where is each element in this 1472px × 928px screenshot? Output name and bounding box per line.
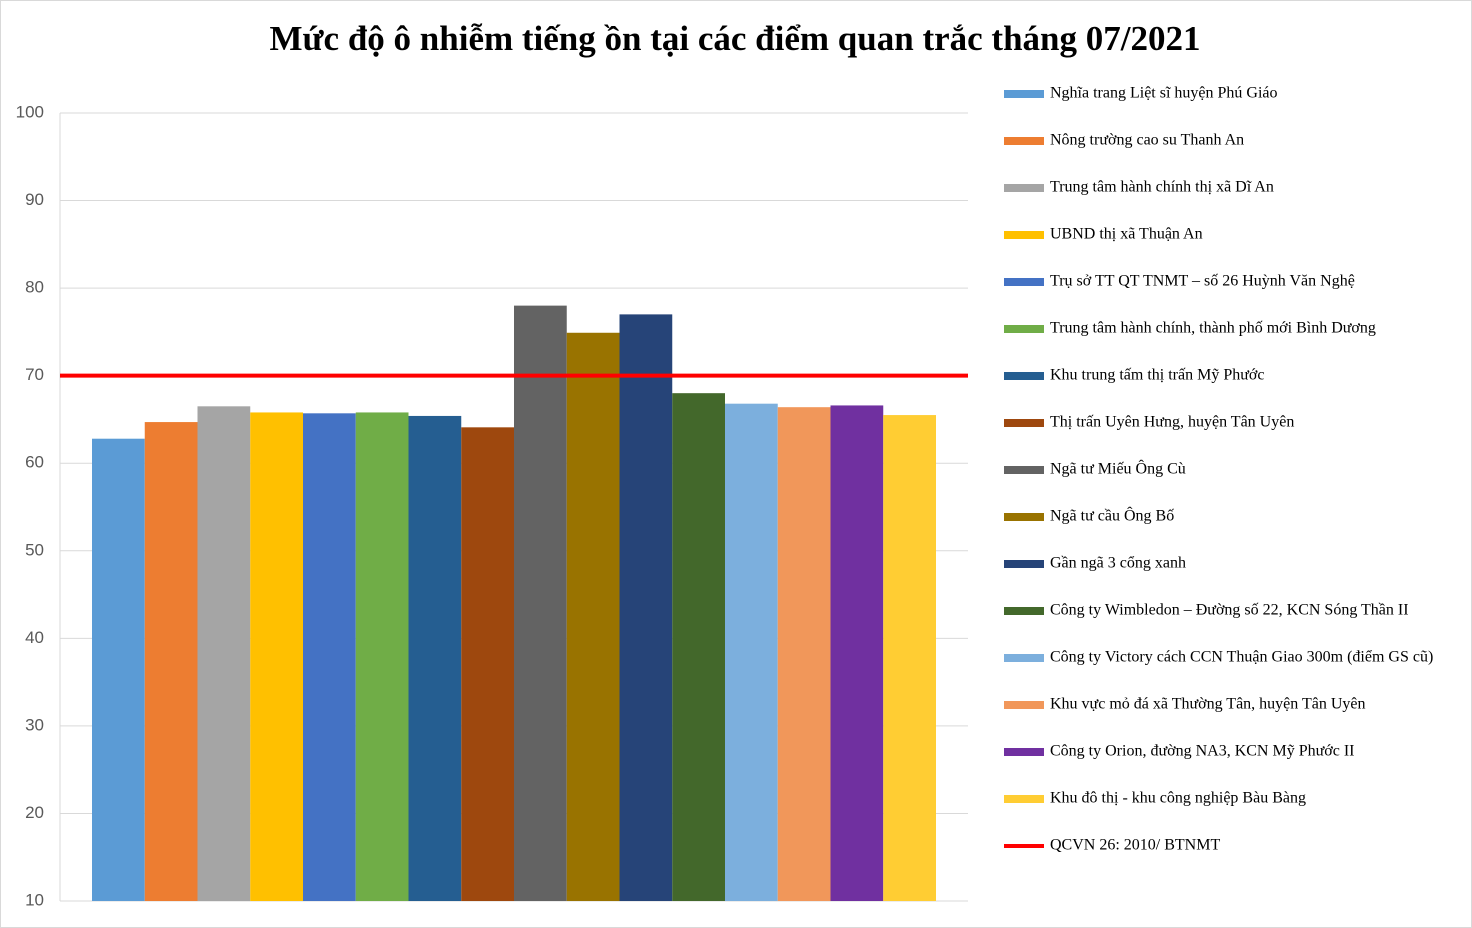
y-tick-label: 60 xyxy=(25,453,44,472)
legend-swatch xyxy=(1004,278,1044,286)
bar xyxy=(197,406,251,901)
legend-label: UBND thị xã Thuận An xyxy=(1050,226,1203,243)
y-tick-label: 70 xyxy=(25,365,44,384)
bar xyxy=(408,415,462,901)
bar xyxy=(355,412,409,901)
bar xyxy=(92,438,145,901)
bar xyxy=(619,314,673,901)
legend-swatch xyxy=(1004,419,1044,427)
bar xyxy=(883,415,936,901)
bar xyxy=(672,393,725,901)
chart-title: Mức độ ô nhiễm tiếng ồn tại các điểm qua… xyxy=(270,19,1201,58)
legend-swatch xyxy=(1004,795,1044,803)
legend-swatch xyxy=(1004,137,1044,145)
legend-swatch xyxy=(1004,90,1044,98)
bar xyxy=(830,405,884,901)
legend-label: Trung tâm hành chính, thành phố mới Bình… xyxy=(1050,320,1376,337)
y-tick-label: 90 xyxy=(25,190,44,209)
y-tick-label: 30 xyxy=(25,715,44,734)
legend-swatch xyxy=(1004,325,1044,333)
legend-swatch xyxy=(1004,466,1044,474)
legend-swatch xyxy=(1004,607,1044,615)
legend-label: Trụ sở TT QT TNMT – số 26 Huỳnh Văn Nghệ xyxy=(1050,273,1355,290)
legend-label: Công ty Wimbledon – Đường số 22, KCN Són… xyxy=(1050,602,1409,619)
legend-swatch xyxy=(1004,748,1044,756)
legend-swatch xyxy=(1004,372,1044,380)
legend-swatch xyxy=(1004,654,1044,662)
y-tick-label: 100 xyxy=(16,102,44,121)
legend-label: Công ty Orion, đường NA3, KCN Mỹ Phước I… xyxy=(1050,743,1354,760)
legend-label: Nông trường cao su Thanh An xyxy=(1050,132,1244,149)
y-tick-label: 50 xyxy=(25,540,44,559)
bar xyxy=(250,412,303,901)
y-tick-label: 10 xyxy=(25,890,44,909)
legend-label: Khu đô thị - khu công nghiệp Bàu Bàng xyxy=(1050,790,1306,807)
bar xyxy=(461,427,514,901)
legend-label: Trung tâm hành chính thị xã Dĩ An xyxy=(1050,179,1274,196)
legend-label: Công ty Victory cách CCN Thuận Giao 300m… xyxy=(1050,649,1433,666)
legend-swatch xyxy=(1004,513,1044,521)
y-tick-label: 20 xyxy=(25,803,44,822)
bar xyxy=(303,413,356,901)
bar xyxy=(566,332,620,902)
legend-swatch xyxy=(1004,231,1044,239)
legend-label: Khu vực mỏ đá xã Thường Tân, huyện Tân U… xyxy=(1050,696,1366,713)
y-tick-label: 40 xyxy=(25,628,44,647)
bar xyxy=(514,305,567,902)
y-tick-label: 80 xyxy=(25,278,44,297)
legend-label: Gần ngã 3 cổng xanh xyxy=(1050,555,1186,572)
legend-label: Ngã tư Miếu Ông Cù xyxy=(1050,459,1186,478)
legend-label: Ngã tư cầu Ông Bố xyxy=(1050,506,1174,525)
bar xyxy=(777,407,831,901)
bar xyxy=(144,422,198,901)
legend-swatch xyxy=(1004,184,1044,192)
legend-swatch xyxy=(1004,560,1044,568)
legend-swatch xyxy=(1004,701,1044,709)
legend-label: Khu trung tấm thị trấn Mỹ Phước xyxy=(1050,367,1264,384)
legend-label: Thị trấn Uyên Hưng, huyện Tân Uyên xyxy=(1050,414,1294,431)
legend-label: QCVN 26: 2010/ BTNMT xyxy=(1050,837,1220,854)
legend-label: Nghĩa trang Liệt sĩ huyện Phú Giáo xyxy=(1050,85,1278,102)
bar xyxy=(725,403,778,901)
